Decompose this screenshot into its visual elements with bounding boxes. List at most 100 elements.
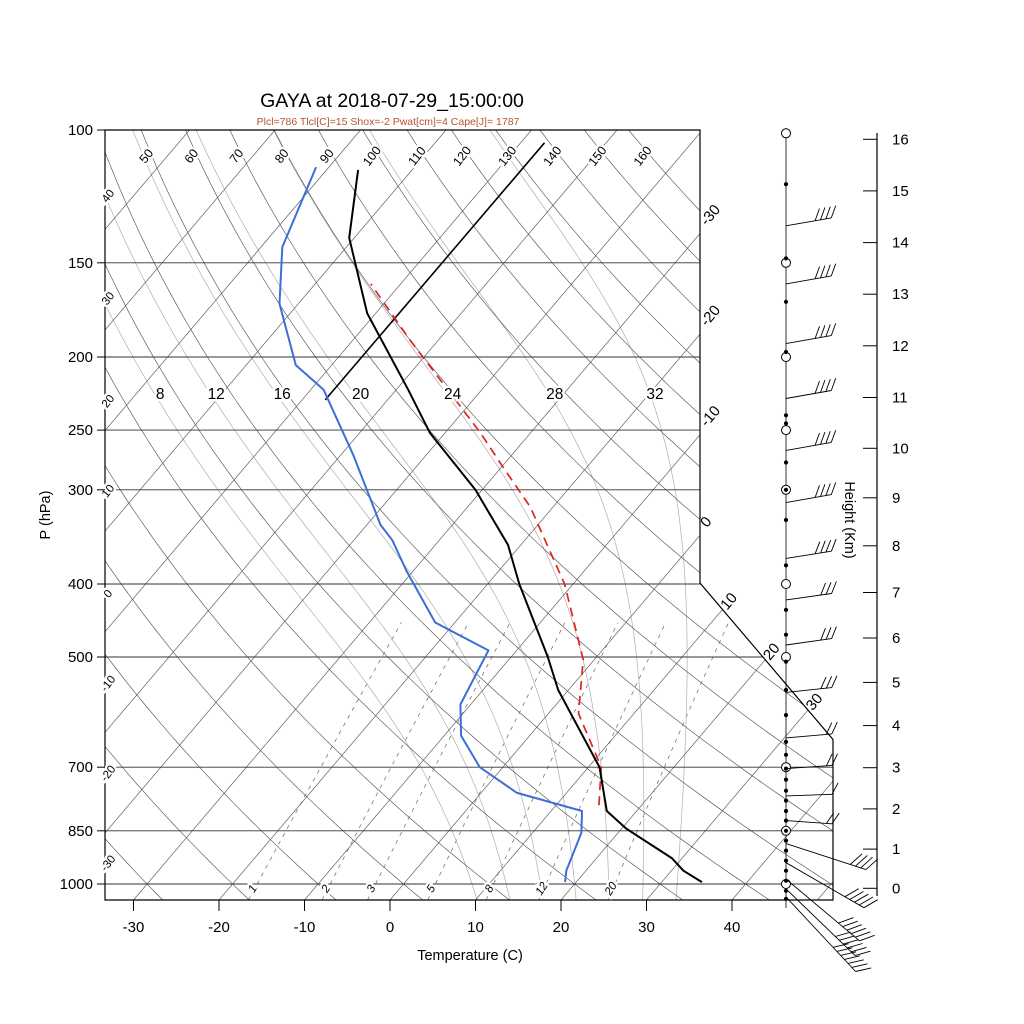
wind-level-dot	[783, 607, 789, 613]
dry-adiabat-top-label: 60	[182, 146, 202, 166]
height-tick-label: 8	[892, 538, 900, 555]
temperature-tick-label: -20	[208, 919, 230, 936]
wind-level-dot	[783, 182, 789, 187]
isotherm-edge-label: -10	[697, 403, 724, 431]
wind-barb	[785, 843, 879, 871]
pressure-tick-label: 150	[68, 255, 93, 272]
isotherm-edge-label: -30	[697, 202, 724, 230]
wind-level-dot	[783, 777, 789, 782]
wind-barb	[785, 482, 837, 504]
mixing-ratio-label: 20	[602, 880, 620, 899]
dry-adiabat-top-label: 100	[360, 144, 384, 169]
dry-adiabat-top-label: 160	[631, 144, 655, 169]
wind-level-circle	[781, 425, 791, 436]
dry-adiabat-top-label: 70	[227, 146, 247, 166]
height-tick-label: 15	[892, 183, 909, 200]
wind-level-dot	[783, 421, 789, 426]
wind-barb	[785, 782, 839, 797]
moist-adiabat-label: 24	[444, 386, 462, 403]
height-tick-label: 16	[892, 131, 909, 148]
wind-barb	[785, 626, 837, 646]
dry-adiabat-top-label: 80	[272, 146, 292, 166]
wind-level-dot	[783, 713, 789, 718]
wind-level-dot	[783, 848, 789, 853]
temperature-axis: -30 -20 -10 0 10 20 30 40	[123, 900, 740, 936]
temperature-tick-label: 30	[638, 919, 655, 936]
height-tick-label: 12	[892, 338, 909, 355]
height-tick-label: 7	[892, 585, 900, 602]
plot-border	[104, 129, 834, 901]
dry-adiabat-left-label: -10	[99, 674, 119, 694]
wind-barb	[785, 753, 839, 770]
height-tick-label: 3	[892, 760, 900, 777]
wind-level-dot	[783, 563, 789, 568]
wind-column	[781, 128, 879, 972]
pressure-gridlines	[105, 130, 833, 885]
height-tick-label: 5	[892, 674, 900, 691]
temperature-tick-label: 0	[386, 919, 394, 936]
height-tick-label: 10	[892, 440, 909, 457]
dry-adiabat-left-label: 10	[100, 483, 117, 500]
wind-barb	[785, 675, 838, 693]
pressure-axis: 100 150 200 250 300 400 500 700 850 1000	[60, 122, 105, 893]
temperature-tick-label: 20	[553, 919, 570, 936]
mixing-ratio-label: 5	[425, 883, 439, 895]
pressure-tick-label: 1000	[60, 876, 93, 893]
wind-barb	[785, 263, 837, 285]
height-tick-label: 0	[892, 880, 900, 897]
dewpoint-profile-line	[278, 166, 583, 883]
dry-adiabat-left-label: -20	[99, 764, 119, 784]
height-tick-label: 1	[892, 841, 900, 858]
pressure-tick-label: 200	[68, 349, 93, 366]
wind-level-circle	[781, 128, 791, 139]
isotherms	[105, 130, 833, 900]
wind-level-dot	[783, 808, 789, 814]
moist-adiabat-label: 8	[156, 386, 165, 403]
moist-adiabats	[105, 130, 688, 900]
dry-adiabat-left-label: 20	[100, 393, 117, 410]
wind-level-dot	[783, 752, 789, 757]
wind-barb	[785, 888, 871, 957]
dry-adiabat-top-label: 50	[137, 146, 157, 166]
height-tick-label: 13	[892, 286, 909, 303]
pressure-tick-label: 500	[68, 649, 93, 666]
wind-level-dot	[783, 460, 789, 465]
wind-level-dot	[783, 256, 789, 261]
wind-barb	[785, 430, 837, 451]
moist-adiabat-label: 32	[646, 386, 663, 403]
wind-level-dot	[783, 828, 789, 833]
moist-adiabat-label: 16	[274, 386, 291, 403]
wind-level-dot	[783, 838, 789, 843]
pressure-tick-label: 850	[68, 823, 93, 840]
moist-adiabat-label: 28	[546, 386, 563, 403]
isotherm-edge-label: -20	[697, 302, 724, 330]
height-tick-label: 14	[892, 235, 909, 252]
pressure-tick-label: 300	[68, 482, 93, 499]
dry-adiabat-top-label: 120	[450, 144, 474, 169]
temperature-profile-line	[348, 169, 703, 883]
temperature-axis-title: Temperature (C)	[417, 948, 523, 964]
mixing-ratio-label: 12	[534, 880, 551, 898]
dry-adiabat-left-label: 0	[102, 588, 115, 600]
pressure-tick-label: 250	[68, 422, 93, 439]
dry-adiabat-left-label: 40	[100, 188, 117, 205]
wind-barb	[785, 538, 837, 559]
height-tick-label: 11	[892, 390, 908, 407]
dry-adiabat-top-label: 110	[405, 144, 428, 168]
wind-barb	[785, 323, 837, 345]
mixing-ratio-label: 3	[365, 883, 379, 895]
wind-level-dot	[783, 858, 789, 863]
wind-barb	[785, 862, 879, 909]
pressure-tick-label: 100	[68, 122, 93, 139]
wind-level-circle	[781, 579, 791, 589]
parcel-profile-line	[370, 283, 603, 806]
isotherm-edge-label: 10	[717, 590, 741, 614]
wind-barb	[785, 721, 838, 739]
wind-barb	[785, 896, 872, 972]
wind-level-dot	[783, 788, 789, 793]
wind-level-dot	[783, 299, 789, 304]
dry-adiabat-top-label: 140	[541, 144, 565, 169]
